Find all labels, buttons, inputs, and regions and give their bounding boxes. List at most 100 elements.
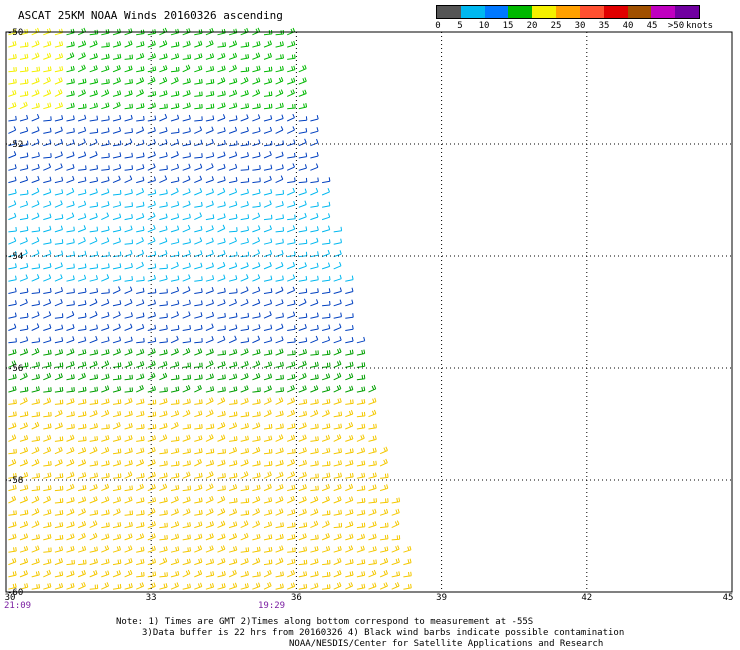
wind-barb [345, 582, 354, 590]
wind-barb [54, 459, 63, 467]
wind-barb [310, 324, 319, 331]
wind-barb [194, 338, 203, 344]
wind-barb [263, 385, 272, 393]
wind-barb [240, 532, 249, 541]
wind-barb [19, 274, 28, 282]
wind-barb [78, 312, 87, 319]
wind-barb [182, 508, 191, 516]
wind-barb [275, 348, 284, 356]
wind-barb [66, 582, 75, 590]
wind-barb [170, 66, 180, 73]
wind-barb [101, 237, 110, 245]
wind-barb [54, 446, 63, 455]
wind-barb [159, 90, 168, 97]
wind-barb [287, 251, 296, 258]
wind-barb [205, 103, 215, 110]
wind-barb [310, 114, 319, 122]
wind-barb [263, 497, 273, 504]
wind-barb [147, 66, 157, 73]
wind-barb [333, 460, 342, 467]
wind-barb [112, 140, 122, 147]
wind-barb [205, 582, 215, 590]
wind-barb [194, 175, 203, 184]
wind-barb [182, 398, 191, 405]
wind-barb [345, 385, 354, 393]
wind-barb [217, 224, 226, 233]
wind-barb [66, 471, 75, 479]
wind-barb [298, 571, 308, 578]
wind-barb [89, 546, 98, 553]
wind-barb [228, 545, 238, 553]
wind-barb [136, 287, 145, 294]
wind-barb [101, 570, 110, 578]
wind-barb [310, 534, 319, 541]
wind-barb [356, 423, 366, 430]
wind-barb [287, 459, 296, 467]
wind-barb [310, 423, 319, 430]
wind-barb [89, 188, 98, 196]
wind-barb [43, 250, 52, 258]
wind-barb [101, 274, 110, 282]
wind-barb [228, 275, 238, 282]
wind-barb [182, 471, 191, 479]
wind-barb [240, 54, 250, 60]
wind-barb [287, 547, 296, 553]
wind-barb [19, 288, 29, 294]
wind-barb [380, 473, 389, 479]
wind-barb [124, 138, 133, 147]
wind-barb [240, 251, 250, 258]
wind-barb [8, 434, 17, 442]
wind-barb [275, 496, 284, 504]
wind-barb [286, 113, 295, 122]
wind-barb [321, 409, 330, 418]
wind-barb [287, 65, 296, 73]
wind-barb [252, 435, 261, 442]
wind-barb [54, 558, 63, 566]
wind-barb [89, 287, 99, 294]
wind-barb [66, 508, 75, 516]
wind-barb [170, 201, 180, 208]
wind-barb [182, 188, 191, 196]
wind-barb [101, 212, 110, 221]
wind-barb [182, 547, 192, 553]
wind-barb [240, 67, 250, 73]
wind-barb [217, 473, 226, 479]
wind-barb [217, 187, 226, 196]
wind-barb [217, 434, 226, 442]
wind-barb [159, 53, 168, 60]
wind-barb [66, 336, 75, 344]
wind-barb [101, 496, 110, 504]
wind-barb [66, 300, 75, 307]
wind-barb [77, 200, 87, 208]
legend-swatch [556, 6, 580, 18]
wind-barb [8, 411, 17, 418]
wind-barb [298, 360, 307, 368]
wind-barb [182, 78, 191, 85]
wind-barb [66, 78, 75, 85]
wind-barb [229, 140, 238, 147]
wind-barb [66, 151, 75, 159]
wind-barb [66, 212, 75, 221]
wind-barb [54, 386, 64, 393]
wind-barb [43, 547, 52, 553]
wind-barb [345, 521, 354, 529]
longitude-label: 30 [4, 593, 16, 603]
wind-barb [135, 384, 144, 393]
wind-barb [194, 78, 203, 85]
wind-barb [31, 212, 40, 221]
wind-barb [275, 65, 284, 73]
wind-barb [379, 582, 388, 590]
wind-barb [19, 190, 29, 196]
wind-barb [298, 385, 307, 393]
wind-barb [43, 472, 52, 479]
wind-barb [229, 312, 238, 319]
wind-barb [78, 436, 87, 442]
wind-barb [228, 508, 238, 516]
wind-barb [252, 114, 261, 122]
wind-barb [182, 152, 191, 159]
wind-barb [159, 572, 168, 578]
wind-barb [240, 262, 249, 270]
wind-barb [217, 52, 226, 60]
wind-barb [345, 533, 354, 541]
wind-barb [19, 214, 29, 221]
